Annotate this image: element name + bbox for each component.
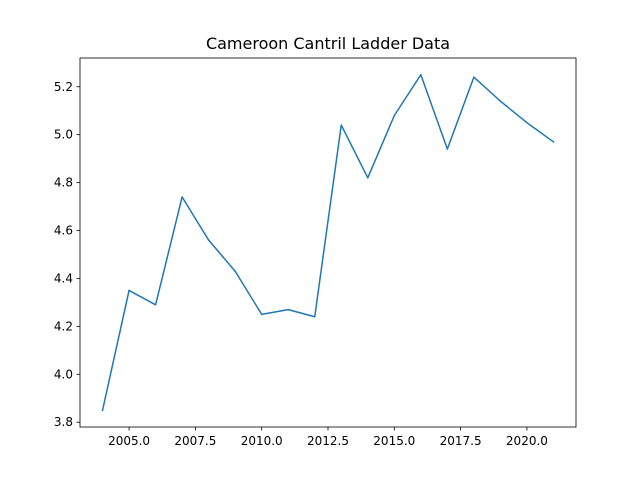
data-point xyxy=(446,148,449,150)
data-point xyxy=(234,270,236,273)
data-point xyxy=(420,74,422,76)
data-point xyxy=(552,141,555,143)
data-point xyxy=(154,304,157,306)
x-tick-label: 2007.5 xyxy=(174,434,216,448)
x-tick-label: 2015.0 xyxy=(373,434,415,448)
data-point xyxy=(313,316,316,318)
data-point xyxy=(526,121,528,124)
chart-title: Cameroon Cantril Ladder Data xyxy=(206,34,450,53)
data-point xyxy=(393,114,396,117)
plot-area xyxy=(101,74,555,412)
plot-frame xyxy=(79,57,577,428)
y-tick-label: 3.8 xyxy=(54,415,73,429)
data-point xyxy=(101,409,104,411)
x-tick-label: 2012.5 xyxy=(307,434,349,448)
data-point xyxy=(181,196,183,198)
y-tick-label: 5.0 xyxy=(54,128,73,142)
y-tick-label: 5.2 xyxy=(54,80,73,94)
y-tick-label: 4.0 xyxy=(54,367,73,381)
x-tick-label: 2017.5 xyxy=(440,434,482,448)
y-axis: 3.8 4.0 4.2 4.4 4.6 4.8 5.0 5.2 xyxy=(54,80,80,429)
x-tick-label: 2010.0 xyxy=(241,434,283,448)
data-point xyxy=(367,177,369,179)
x-axis: 2005.0 2007.5 2010.0 2012.5 2015.0 2017.5 2020… xyxy=(108,427,548,448)
y-tick-label: 4.4 xyxy=(54,271,73,285)
y-tick-label: 4.2 xyxy=(54,319,73,333)
data-point xyxy=(260,313,263,316)
x-tick-label: 2005.0 xyxy=(108,434,150,448)
x-tick-label: 2020.0 xyxy=(506,434,548,448)
data-point xyxy=(473,76,475,78)
data-point xyxy=(128,289,130,292)
data-point xyxy=(499,100,502,102)
data-point xyxy=(287,308,289,311)
data-point xyxy=(340,124,343,126)
series-line xyxy=(101,74,555,412)
y-tick-label: 4.6 xyxy=(54,224,73,238)
data-point xyxy=(207,239,210,241)
y-tick-label: 4.8 xyxy=(54,176,73,190)
